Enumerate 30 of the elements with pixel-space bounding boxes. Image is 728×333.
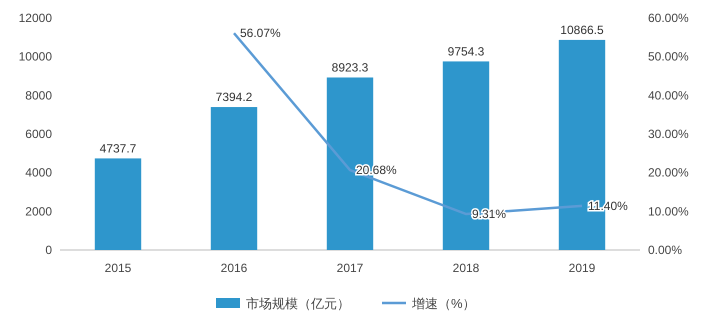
data-label: 56.07% — [240, 26, 282, 40]
x-tick-label: 2017 — [336, 261, 364, 275]
bar — [210, 107, 258, 250]
y2-tick-label: 50.00% — [648, 50, 690, 64]
y-tick-label: 6000 — [25, 127, 52, 141]
data-label: 7394.2 — [216, 90, 253, 104]
data-label: 9754.3 — [448, 44, 485, 58]
y2-tick-label: 0.00% — [648, 243, 682, 257]
data-label: 9.31% — [472, 207, 506, 221]
y-tick-label: 8000 — [25, 88, 52, 102]
y2-tick-label: 10.00% — [648, 204, 690, 218]
bar — [94, 158, 142, 250]
y2-tick-label: 40.00% — [648, 88, 690, 102]
data-label: 8923.3 — [332, 60, 369, 74]
x-tick-label: 2016 — [220, 261, 248, 275]
y-tick-label: 0 — [45, 243, 52, 257]
y2-tick-label: 30.00% — [648, 127, 690, 141]
legend-label: 增速（%） — [411, 296, 476, 311]
y-tick-label: 2000 — [25, 204, 52, 218]
y-tick-label: 4000 — [25, 166, 52, 180]
y-tick-label: 12000 — [18, 11, 52, 25]
y2-tick-label: 60.00% — [648, 11, 690, 25]
data-label: 10866.5 — [560, 22, 604, 37]
legend-label: 市场规模（亿元） — [246, 296, 350, 311]
x-tick-label: 2019 — [568, 261, 596, 275]
y2-tick-label: 20.00% — [648, 166, 690, 180]
y-tick-label: 10000 — [18, 50, 52, 64]
x-tick-label: 2018 — [452, 261, 480, 275]
data-label: 4737.7 — [100, 141, 137, 156]
x-tick-label: 2015 — [104, 261, 132, 275]
